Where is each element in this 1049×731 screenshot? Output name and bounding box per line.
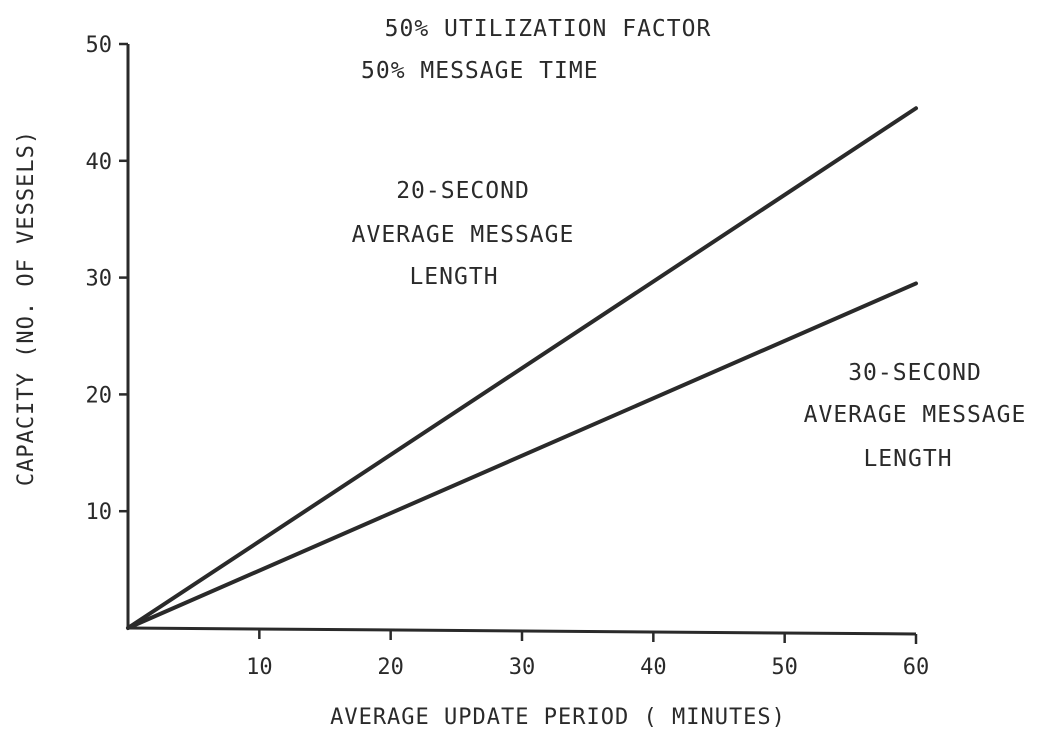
series-label-30-line-2: AVERAGE MESSAGE: [804, 402, 1027, 428]
y-tick-label: 40: [86, 150, 113, 175]
axes: [126, 44, 917, 636]
x-tick-label: 30: [509, 655, 536, 680]
y-tick-label: 30: [86, 267, 113, 292]
series-label-30-line-1: 30-SECOND: [848, 360, 982, 386]
annotation-message-time: 50% MESSAGE TIME: [361, 58, 599, 84]
series-label-30-second: 30-SECOND AVERAGE MESSAGE LENGTH: [804, 360, 1027, 472]
series-label-20-line-1: 20-SECOND: [396, 178, 530, 204]
x-tick-label: 50: [771, 655, 798, 680]
series-line-30-second: [126, 281, 918, 630]
y-tick-label: 50: [86, 33, 113, 58]
x-tick-label: 40: [640, 655, 667, 680]
y-tick-label: 10: [86, 500, 113, 525]
x-tick-label: 10: [246, 655, 273, 680]
x-tick-label: 60: [903, 655, 930, 680]
series-label-20-second: 20-SECOND AVERAGE MESSAGE LENGTH: [352, 178, 575, 290]
x-tick-label: 20: [377, 655, 404, 680]
series-label-20-line-3: LENGTH: [409, 264, 498, 290]
series-label-20-line-2: AVERAGE MESSAGE: [352, 222, 575, 248]
series-label-30-line-3: LENGTH: [863, 446, 952, 472]
y-tick-label: 20: [86, 383, 113, 408]
y-axis-title: CAPACITY (NO. OF VESSELS): [14, 130, 39, 486]
annotation-utilization: 50% UTILIZATION FACTOR: [385, 16, 712, 42]
x-axis-title: AVERAGE UPDATE PERIOD ( MINUTES): [330, 705, 786, 730]
ticks: 10 20 30 40 50 10 20 30 40 50 60: [86, 33, 930, 680]
series-line-20-second: [126, 106, 918, 630]
series-layer: [126, 106, 918, 630]
